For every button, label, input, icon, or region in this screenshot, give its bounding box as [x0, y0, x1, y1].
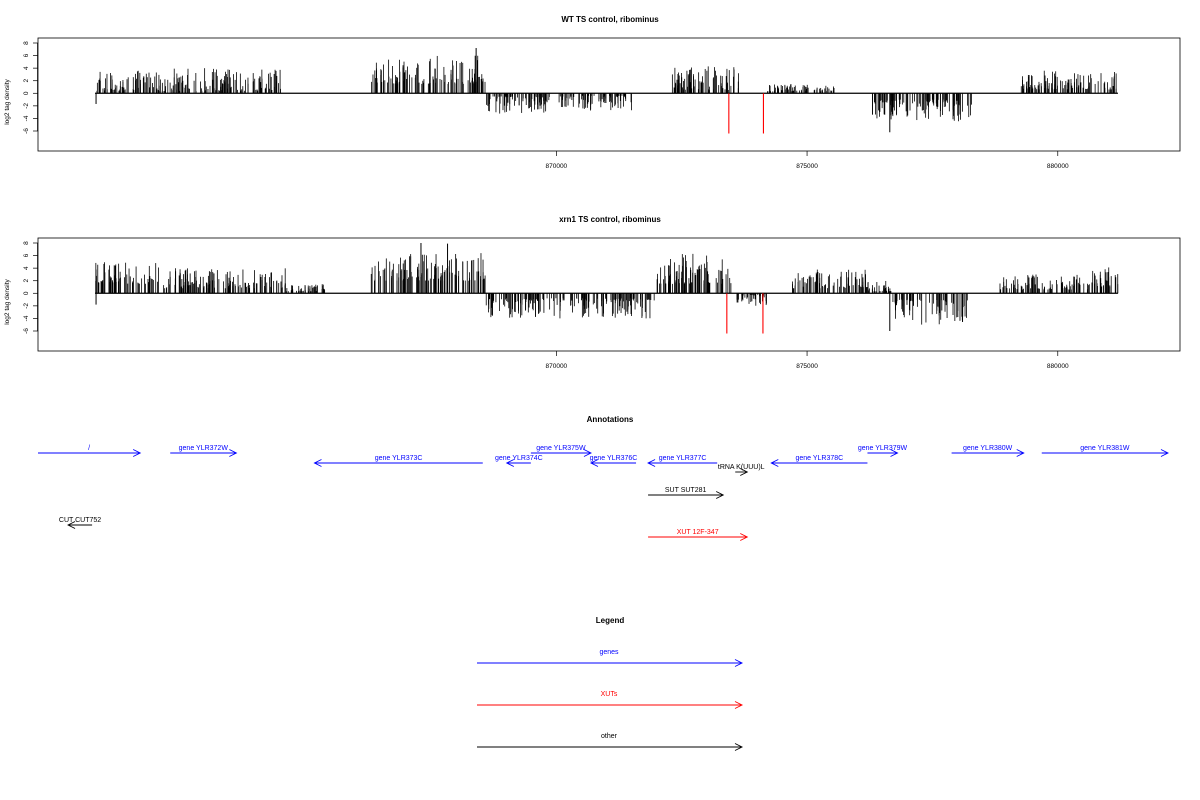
arrow-head-icon — [1160, 449, 1169, 457]
feature-label: / — [88, 445, 90, 452]
annotation-feature: gene YLR380W — [951, 445, 1025, 457]
legend-item: other — [477, 733, 744, 751]
y-tick-label: -6 — [23, 328, 30, 334]
annotation-feature: gene YLR378C — [770, 455, 868, 467]
y-tick-label: 2 — [23, 279, 30, 283]
x-tick-label: 875000 — [796, 163, 818, 170]
arrow-head-icon — [734, 701, 744, 709]
feature-label: XUT 12F-347 — [677, 529, 719, 536]
x-tick-label: 880000 — [1047, 163, 1069, 170]
arrow-head-icon — [734, 659, 744, 667]
feature-label: gene YLR379W — [858, 445, 908, 452]
legend-title: Legend — [596, 616, 625, 625]
wt-track-title: WT TS control, ribominus — [561, 15, 659, 24]
feature-label: gene YLR378C — [795, 455, 843, 462]
feature-label: gene YLR373C — [375, 455, 423, 462]
feature-label: CUT CUT752 — [59, 517, 101, 524]
feature-label: gene YLR372W — [179, 445, 229, 452]
annotation-feature: / — [38, 445, 142, 457]
arrow-head-icon — [229, 449, 238, 457]
y-tick-label: 6 — [23, 253, 30, 257]
annotation-features: / gene YLR372W gene YLR373C gene YLR374C gen… — [38, 445, 1169, 541]
legend-items: genes XUTs other — [477, 649, 744, 751]
wt-plot-frame — [37, 37, 1181, 152]
y-tick-label: 6 — [23, 53, 30, 57]
xrn1-x-axis: 870000 875000 880000 — [545, 351, 1069, 370]
y-tick-label: -4 — [23, 115, 30, 121]
annotation-feature: gene YLR374C — [495, 455, 543, 467]
y-tick-label: -2 — [23, 103, 30, 109]
legend-panel: Legend genes XUTs other — [477, 616, 744, 751]
arrow-head-icon — [589, 459, 599, 467]
x-tick-label: 870000 — [545, 363, 567, 370]
xrn1-signal-bars — [95, 243, 1119, 334]
annotation-feature: gene YLR373C — [313, 455, 483, 467]
feature-label: gene YLR377C — [659, 455, 707, 462]
annotation-feature: gene YLR375W — [530, 445, 592, 457]
arrow-head-icon — [1016, 449, 1025, 457]
y-tick-label: 4 — [23, 66, 30, 70]
feature-label: gene YLR376C — [590, 455, 638, 462]
annotations-title: Annotations — [587, 415, 634, 424]
annotation-feature: tRNA K(UUU)L — [718, 464, 765, 476]
arrow-head-icon — [740, 468, 749, 476]
wt-x-axis: 870000 875000 880000 — [545, 151, 1069, 170]
arrow-head-icon — [770, 459, 779, 467]
annotations-panel: Annotations / gene YLR372W gene YLR373C gen… — [38, 415, 1169, 541]
arrow-head-icon — [583, 449, 592, 457]
legend-label: XUTs — [601, 691, 618, 698]
y-tick-label: -2 — [23, 303, 30, 309]
legend-label: other — [601, 733, 618, 740]
y-tick-label: -6 — [23, 128, 30, 134]
feature-label: SUT SUT281 — [665, 487, 707, 494]
legend-item: genes — [477, 649, 744, 667]
xrn1-track-panel: xrn1 TS control, ribominus log2 tag dens… — [4, 215, 1181, 370]
arrow-head-icon — [890, 449, 899, 457]
feature-label: gene YLR375W — [536, 445, 586, 452]
annotation-feature: CUT CUT752 — [59, 517, 101, 529]
annotation-feature: gene YLR379W — [858, 445, 908, 457]
arrow-head-icon — [67, 521, 76, 529]
feature-label: gene YLR374C — [495, 455, 543, 462]
legend-item: XUTs — [477, 691, 744, 709]
arrow-head-icon — [313, 459, 322, 467]
xrn1-track-title: xrn1 TS control, ribominus — [559, 215, 661, 224]
annotation-feature: gene YLR372W — [170, 445, 238, 457]
arrow-head-icon — [132, 449, 142, 457]
wt-signal-bars — [95, 48, 1118, 134]
arrow-head-icon — [715, 491, 725, 499]
feature-label: gene YLR380W — [963, 445, 1013, 452]
annotation-feature: gene YLR381W — [1041, 445, 1169, 457]
y-tick-label: 8 — [23, 41, 30, 45]
xrn1-plot-frame — [37, 237, 1181, 352]
arrow-head-icon — [740, 533, 749, 541]
wt-y-axis-label: log2 tag density — [4, 78, 11, 124]
arrow-head-icon — [647, 459, 656, 467]
x-tick-label: 875000 — [796, 363, 818, 370]
wt-track-panel: WT TS control, ribominus log2 tag densit… — [4, 15, 1181, 170]
y-tick-label: -4 — [23, 315, 30, 321]
x-tick-label: 870000 — [545, 163, 567, 170]
legend-label: genes — [599, 649, 619, 656]
y-tick-label: 4 — [23, 266, 30, 270]
feature-label: gene YLR381W — [1080, 445, 1130, 452]
y-tick-label: 2 — [23, 79, 30, 83]
x-tick-label: 880000 — [1047, 363, 1069, 370]
y-tick-label: 0 — [23, 91, 30, 95]
annotation-feature: gene YLR376C — [589, 455, 638, 467]
xrn1-y-axis: -6 -4 -2 0 2 4 6 8 — [23, 241, 38, 334]
feature-label: tRNA K(UUU)L — [718, 464, 765, 471]
annotation-feature: SUT SUT281 — [648, 487, 725, 499]
wt-y-axis: -6 -4 -2 0 2 4 6 8 — [23, 41, 38, 134]
arrow-head-icon — [734, 743, 744, 751]
y-tick-label: 0 — [23, 291, 30, 295]
annotation-feature: XUT 12F-347 — [648, 529, 749, 541]
xrn1-y-axis-label: log2 tag density — [4, 278, 11, 324]
annotation-feature: gene YLR377C — [647, 455, 718, 467]
arrow-head-icon — [505, 459, 515, 467]
y-tick-label: 8 — [23, 241, 30, 245]
